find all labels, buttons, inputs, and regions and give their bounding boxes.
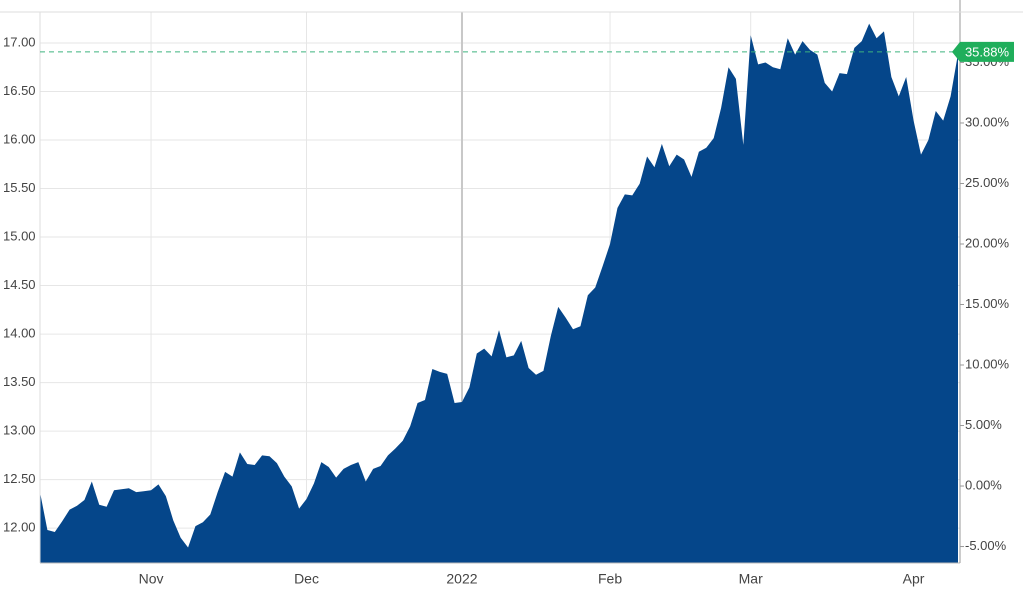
y2-tick-label: 5.00% (965, 417, 1002, 432)
y-tick-label: 15.00 (3, 228, 36, 243)
y2-tick-label: -5.00% (965, 538, 1007, 553)
y-tick-label: 16.00 (3, 131, 36, 146)
y2-tick-label: 20.00% (965, 235, 1010, 250)
y-tick-label: 15.50 (3, 180, 36, 195)
y-tick-label: 16.50 (3, 83, 36, 98)
x-tick-label: Dec (294, 571, 319, 587)
y-tick-label: 12.50 (3, 471, 36, 486)
y2-tick-label: 25.00% (965, 175, 1010, 190)
y-tick-label: 13.00 (3, 423, 36, 438)
current-label: 35.88% (965, 44, 1010, 59)
x-tick-label: 2022 (446, 571, 477, 587)
y2-tick-label: 30.00% (965, 114, 1010, 129)
current-label-box (952, 41, 1014, 62)
y2-tick-label: 15.00% (965, 296, 1010, 311)
y-tick-label: 14.00 (3, 326, 36, 341)
x-tick-label: Apr (903, 571, 925, 587)
y-tick-label: 14.50 (3, 277, 36, 292)
x-tick-label: Nov (139, 571, 164, 587)
y2-tick-label: 10.00% (965, 356, 1010, 371)
y2-tick-label: 0.00% (965, 477, 1002, 492)
y-tick-label: 17.00 (3, 34, 36, 49)
x-tick-label: Mar (739, 571, 763, 587)
y-tick-label: 13.50 (3, 374, 36, 389)
area (40, 23, 958, 563)
y-tick-label: 12.00 (3, 520, 36, 535)
x-tick-label: Feb (598, 571, 622, 587)
